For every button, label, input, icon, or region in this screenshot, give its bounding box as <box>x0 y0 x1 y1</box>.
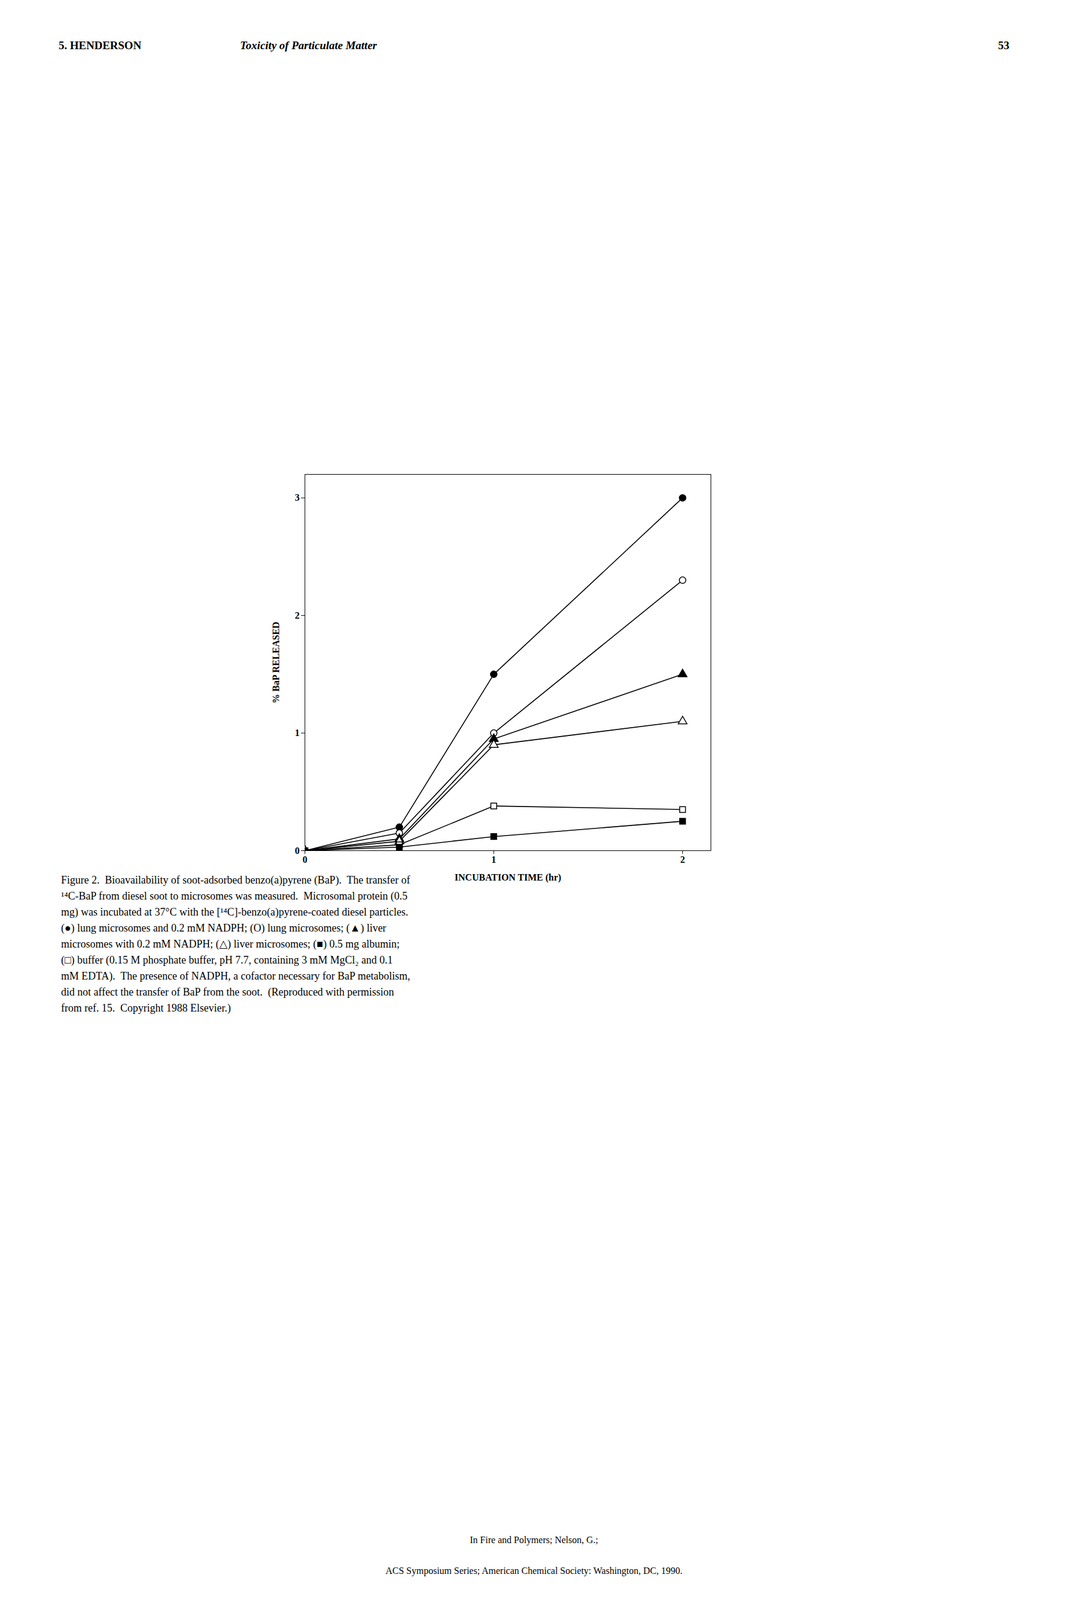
html-text:Figure 2. Bioavailability of s: Figure 2. Bioavailability of soot-adsorb… <box>61 874 411 1015</box>
svg-text:2: 2 <box>680 854 686 865</box>
svg-text:0: 0 <box>295 845 300 856</box>
svg-text:0: 0 <box>302 854 308 865</box>
svg-text:1: 1 <box>295 727 300 738</box>
svg-text:1: 1 <box>491 854 497 865</box>
html-text:In Fire and Polymers; Nelson,: In Fire and Polymers; Nelson, G.; <box>469 1535 599 1546</box>
svg-text:2: 2 <box>295 610 300 621</box>
svg-text:% BaP RELEASED: % BaP RELEASED <box>270 621 281 704</box>
html-text:ACS Symposium Series; American: ACS Symposium Series; American Chemical … <box>385 1565 683 1576</box>
html-text:53: 53 <box>998 39 1010 52</box>
svg-text:3: 3 <box>295 492 300 503</box>
html-text:Toxicity of Particulate Matter: Toxicity of Particulate Matter <box>240 39 377 52</box>
svg-text:INCUBATION TIME (hr): INCUBATION TIME (hr) <box>454 872 562 884</box>
html-text:5. HENDERSON: 5. HENDERSON <box>58 39 142 52</box>
